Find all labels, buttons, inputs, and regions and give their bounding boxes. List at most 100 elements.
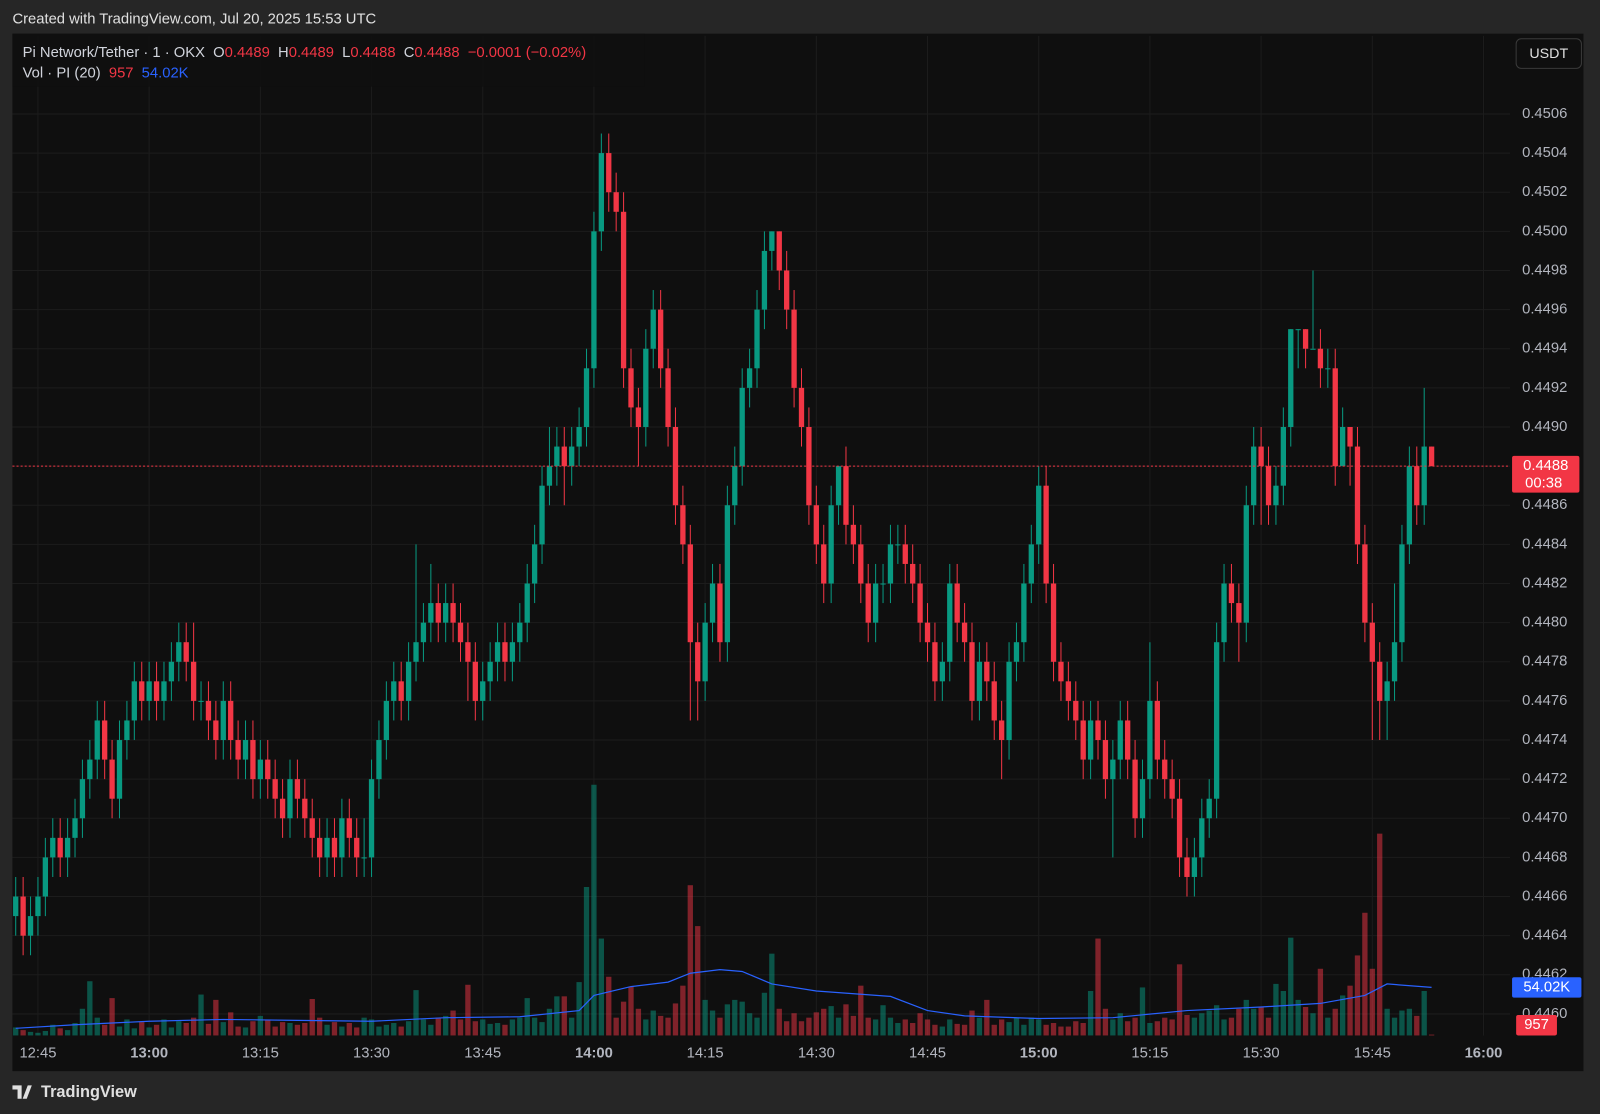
- volume-bar: [1095, 938, 1101, 1036]
- volume-bar: [709, 1010, 716, 1036]
- legend-line: Pi Network/Tether · 1 · OKX O0.4489 H0.448…: [23, 45, 586, 61]
- volume-bar: [910, 1023, 916, 1036]
- candle-body: [791, 309, 797, 388]
- candle-body: [761, 250, 768, 310]
- candle-body: [947, 583, 953, 662]
- footer-brand: TradingView: [41, 1083, 137, 1101]
- volume-bar: [850, 1015, 857, 1036]
- candle-body: [480, 681, 486, 701]
- candle-body: [1339, 426, 1346, 467]
- volume-bar: [480, 1019, 486, 1036]
- candle-body: [487, 661, 493, 682]
- candle-body: [998, 720, 1005, 741]
- volume-bar: [1087, 990, 1094, 1036]
- candle-body: [354, 837, 360, 858]
- y-tick-label: 0.4482: [1522, 575, 1567, 591]
- candle-body: [420, 622, 427, 643]
- candle-body: [161, 681, 167, 701]
- y-tick-label: 0.4504: [1522, 145, 1567, 161]
- candle-body: [1073, 700, 1079, 721]
- candle-body: [784, 270, 790, 310]
- candle-body: [1058, 661, 1064, 682]
- candle-body: [250, 740, 256, 780]
- x-tick-label: 15:30: [1243, 1046, 1280, 1062]
- candle-body: [583, 368, 590, 427]
- volume-bar: [865, 1017, 871, 1036]
- volume-bar: [413, 990, 419, 1036]
- volume-bar: [354, 1027, 360, 1036]
- candle-body: [1080, 720, 1086, 760]
- candle-body: [702, 622, 708, 682]
- volume-bar: [976, 1017, 983, 1036]
- y-tick-label: 0.4478: [1522, 654, 1567, 670]
- y-tick-label: 0.4500: [1522, 223, 1567, 239]
- volume-bar: [183, 1023, 189, 1036]
- volume-legend: Vol · PI (20) 957 54.02K: [23, 65, 189, 81]
- volume-bar: [598, 938, 604, 1036]
- volume-bar: [628, 986, 634, 1036]
- candle-body: [450, 603, 456, 623]
- volume-bar: [672, 1003, 679, 1036]
- volume-bar: [998, 1019, 1005, 1036]
- volume-bar: [1184, 1015, 1190, 1036]
- volume-bar: [509, 1019, 516, 1036]
- volume-bar: [213, 999, 219, 1036]
- x-tick-label: 14:45: [909, 1046, 946, 1062]
- last-price-label: 0.4488: [1523, 458, 1568, 474]
- volume-bar: [606, 976, 612, 1036]
- candle-body: [198, 700, 204, 702]
- candle-body: [79, 779, 86, 819]
- candle-body: [858, 544, 864, 584]
- volume-bar: [94, 1017, 100, 1036]
- volume-bar: [27, 1031, 34, 1036]
- candle-body: [1199, 818, 1205, 858]
- volume-bar: [1428, 1034, 1435, 1036]
- currency-label[interactable]: USDT: [1529, 46, 1568, 62]
- volume-bar: [1036, 1019, 1042, 1036]
- volume-bar: [954, 1023, 960, 1036]
- y-tick-label: 0.4484: [1522, 536, 1567, 552]
- volume-bar: [368, 1019, 375, 1036]
- volume-bar: [702, 999, 708, 1036]
- candle-body: [1384, 681, 1390, 701]
- high-value: 0.4489: [289, 45, 334, 61]
- volume-bar: [1421, 990, 1427, 1036]
- candle-body: [1102, 740, 1109, 780]
- volume-bar: [1132, 1017, 1138, 1036]
- candle-body: [628, 368, 634, 408]
- volume-bar: [1065, 1026, 1072, 1036]
- volume-bar: [1213, 1005, 1220, 1036]
- volume-bar: [20, 1030, 26, 1036]
- volume-bar: [1073, 1021, 1079, 1036]
- candle-body: [865, 583, 871, 623]
- axes: 0.44600.44620.44640.44660.44680.44700.44…: [12, 106, 1582, 1062]
- legend-backdrop: [12, 33, 645, 87]
- volume-bar: [13, 1027, 19, 1036]
- volume-bar: [613, 1017, 619, 1036]
- volume-bar: [635, 1008, 642, 1036]
- candle-body: [339, 818, 345, 858]
- candle-body: [717, 583, 723, 643]
- candle-body: [924, 622, 931, 643]
- candle-body: [153, 681, 160, 701]
- currency-button[interactable]: [1515, 38, 1582, 69]
- candle-body: [1013, 642, 1020, 662]
- change: −0.0001 (−0.02%): [468, 45, 586, 61]
- volume-bar: [1384, 1008, 1390, 1036]
- candle-body: [1176, 798, 1183, 858]
- volume-last-label: 957: [1524, 1017, 1549, 1033]
- candle-body: [828, 505, 834, 584]
- volume-bar: [428, 1024, 434, 1036]
- candle-body: [1354, 446, 1361, 545]
- volume-bar: [1147, 1023, 1153, 1036]
- volume-bar: [161, 1019, 167, 1036]
- candle-body: [213, 720, 219, 741]
- candle-body: [524, 583, 530, 623]
- volume-bar: [1206, 1010, 1212, 1036]
- candle-body: [1295, 329, 1301, 331]
- candle-body: [242, 740, 249, 760]
- volume-bar: [828, 1006, 834, 1036]
- volume-bar: [761, 992, 768, 1036]
- volume-bar: [717, 1017, 723, 1036]
